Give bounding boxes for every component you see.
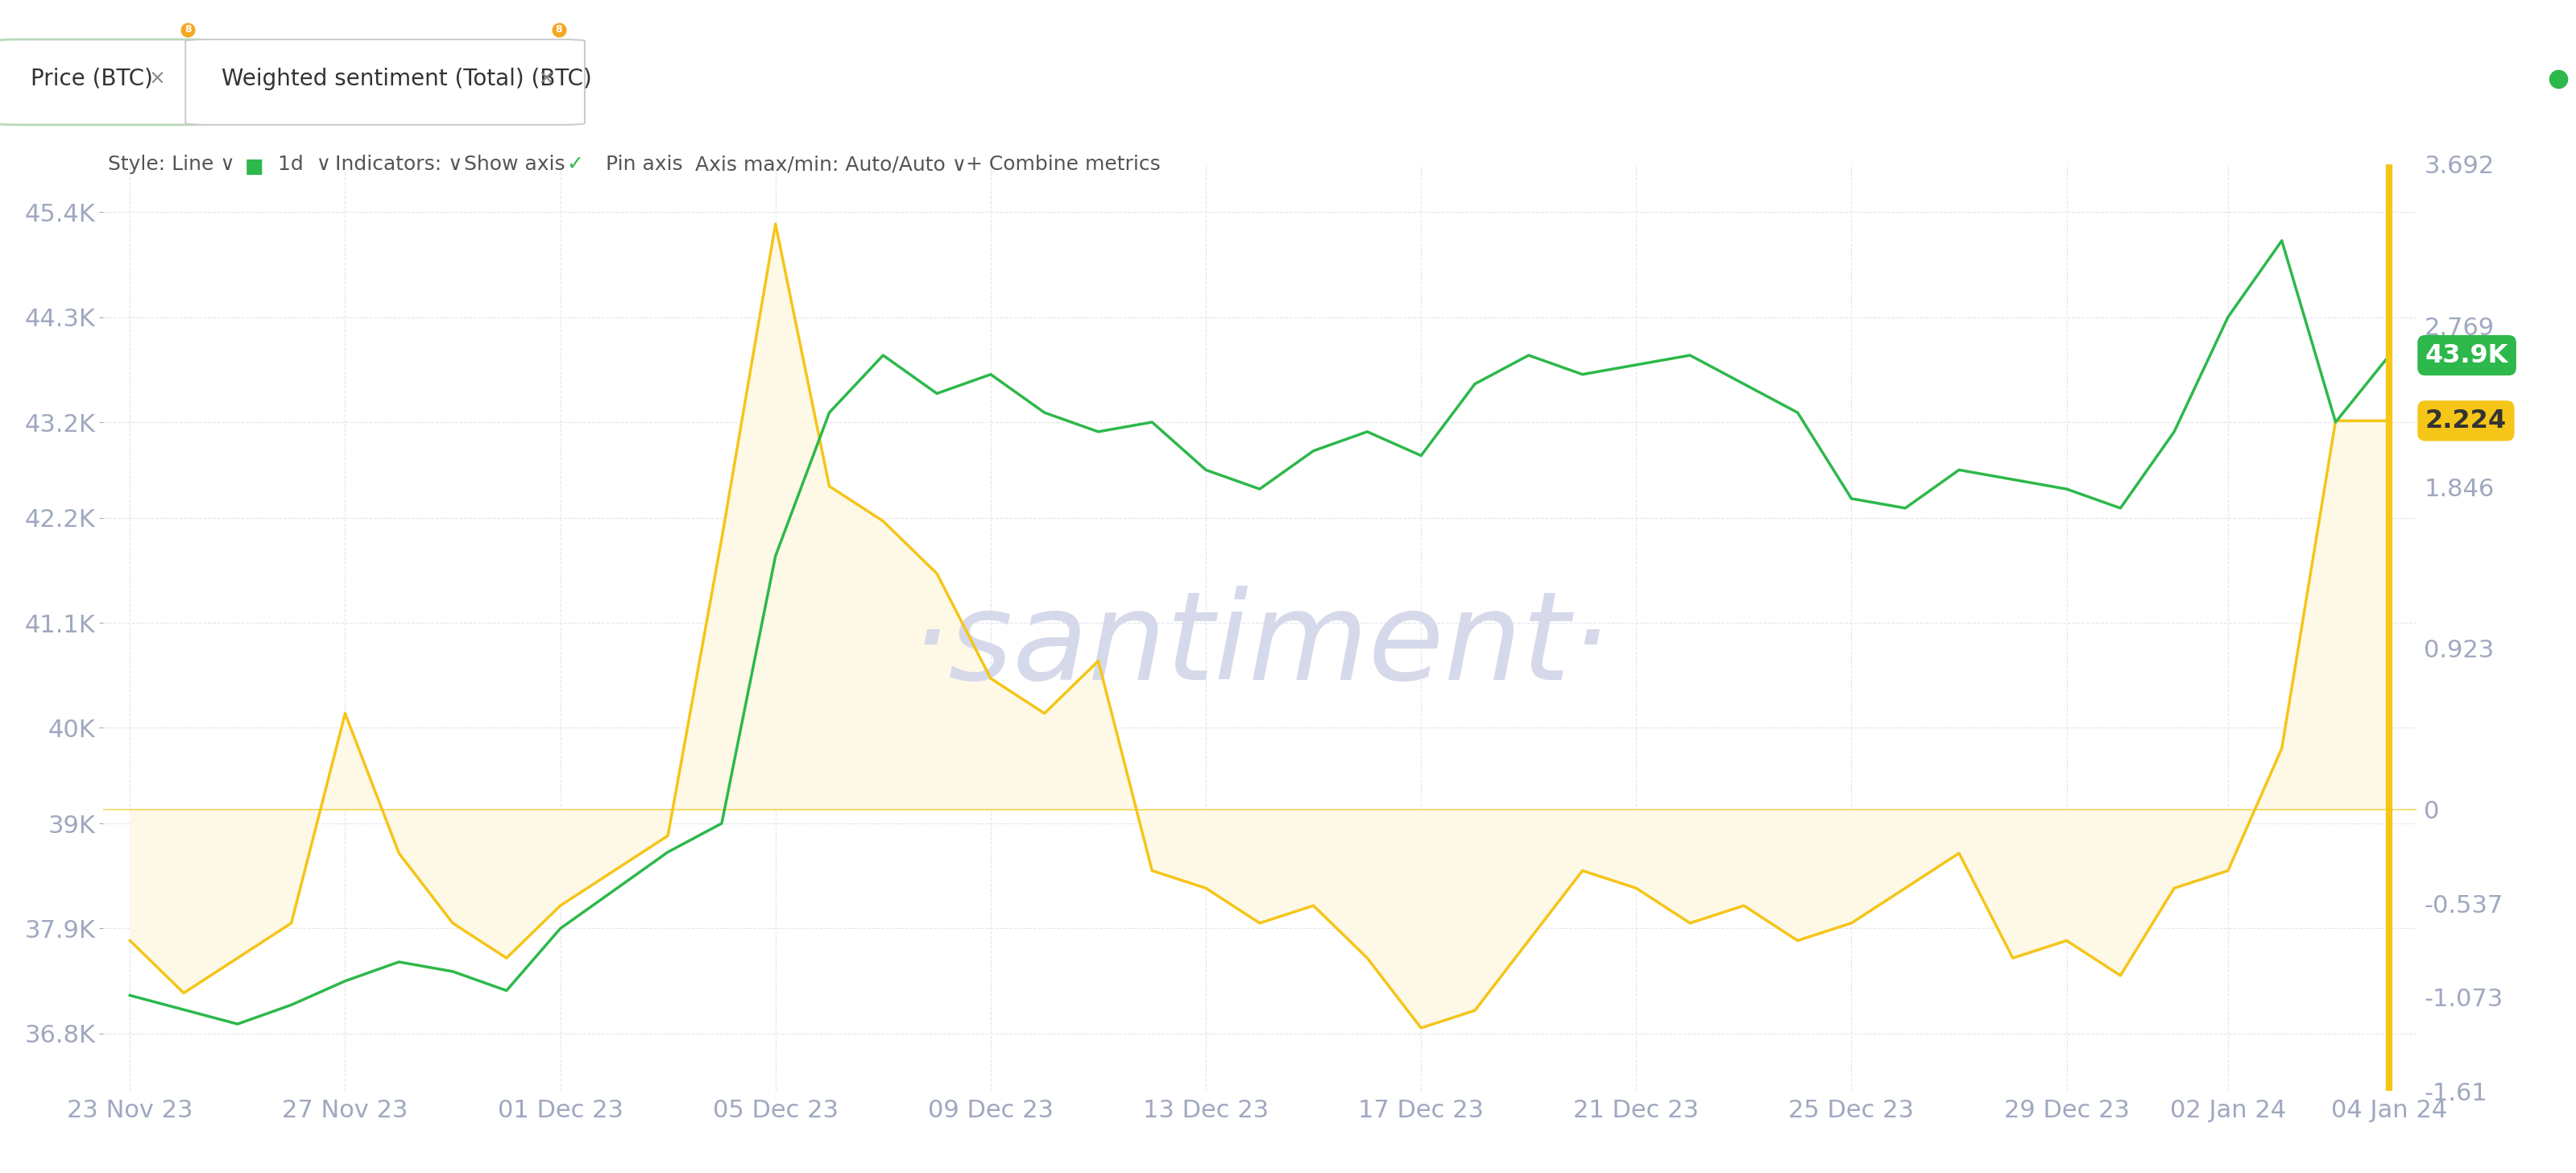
Text: 8: 8 [185,25,191,35]
Text: Indicators: ∨: Indicators: ∨ [335,155,464,174]
Text: ×: × [538,69,554,88]
Text: Axis max/min: Auto/Auto ∨: Axis max/min: Auto/Auto ∨ [696,155,966,174]
Text: Style: Line ∨: Style: Line ∨ [108,155,234,174]
Text: ■: ■ [245,157,263,176]
Text: 8: 8 [556,25,562,35]
FancyBboxPatch shape [0,40,214,124]
Text: Show axis: Show axis [464,155,564,174]
Text: 43.9K: 43.9K [2424,343,2509,368]
Text: ·santiment·: ·santiment· [909,586,1610,706]
FancyBboxPatch shape [185,40,585,124]
Text: Pin axis: Pin axis [605,155,683,174]
Text: 1d  ∨: 1d ∨ [278,155,332,174]
Text: + Combine metrics: + Combine metrics [966,155,1162,174]
Text: Weighted sentiment (Total) (BTC): Weighted sentiment (Total) (BTC) [222,68,592,90]
Text: ×: × [149,69,165,88]
Text: Price (BTC): Price (BTC) [31,68,152,90]
Text: ✓: ✓ [567,155,585,174]
Text: 2.224: 2.224 [2424,408,2506,433]
